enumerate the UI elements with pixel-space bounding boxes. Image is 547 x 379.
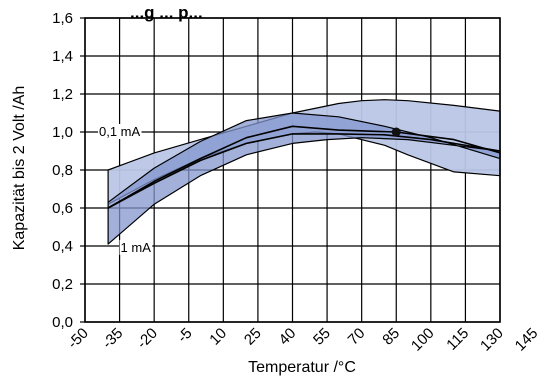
x-tick-label: 25: [241, 325, 265, 349]
x-tick-labels: -50 -35 -20 -5 10 25 40 55 70 85 100 115 130 145: [64, 325, 541, 355]
annotation-background: [97, 124, 142, 139]
annotation-label: 0,1 mA: [99, 124, 141, 139]
y-tick-label: 0,2: [52, 276, 73, 293]
x-tick-label: 55: [310, 325, 334, 349]
y-tick-label: 1,0: [52, 124, 73, 141]
band-1-ma: [107, 112, 501, 245]
annotation-background: [119, 239, 153, 255]
y-tick-label: 0,0: [52, 314, 73, 331]
data-point-marker: [391, 127, 401, 137]
x-tick-label: -35: [99, 325, 126, 352]
y-tick-labels: 0,0 0,2 0,4 0,6 0,8 1,0 1,2 1,4 1,6: [52, 10, 73, 331]
x-tick-label: 100: [408, 325, 438, 355]
annotations: 0,1 mA 1 mA: [97, 124, 153, 255]
x-tick-label: 85: [379, 325, 403, 349]
y-tick-label: 0,4: [52, 238, 73, 255]
y-tick-label: 0,6: [52, 200, 73, 217]
y-tick-label: 0,8: [52, 162, 73, 179]
y-tick-label: 1,4: [52, 48, 73, 65]
series-line-1-ma: [107, 125, 501, 209]
y-axis-label: Kapazität bis 2 Volt /Ah: [11, 86, 28, 251]
lines: [107, 125, 501, 209]
annotation-label: 1 mA: [121, 240, 152, 255]
x-tick-label: -20: [134, 325, 161, 352]
y-tick-label: 1,6: [52, 10, 73, 27]
x-tick-label: 70: [345, 325, 369, 349]
x-tick-label: 130: [477, 325, 507, 355]
frame-rect: [84, 17, 501, 323]
chart-title: ...g ... p...: [130, 3, 203, 22]
x-tick-label: -5: [174, 325, 195, 346]
plot-frame: [84, 17, 501, 323]
x-tick-label: 10: [206, 325, 230, 349]
x-tick-label: 145: [512, 325, 542, 355]
x-tick-label: 40: [276, 325, 300, 349]
series-line-0-1-ma: [107, 133, 501, 209]
x-axis-label: Temperatur /°C: [248, 359, 356, 376]
x-tick-label: 115: [443, 325, 472, 354]
y-tick-label: 1,2: [52, 86, 73, 103]
bands: [107, 99, 501, 245]
